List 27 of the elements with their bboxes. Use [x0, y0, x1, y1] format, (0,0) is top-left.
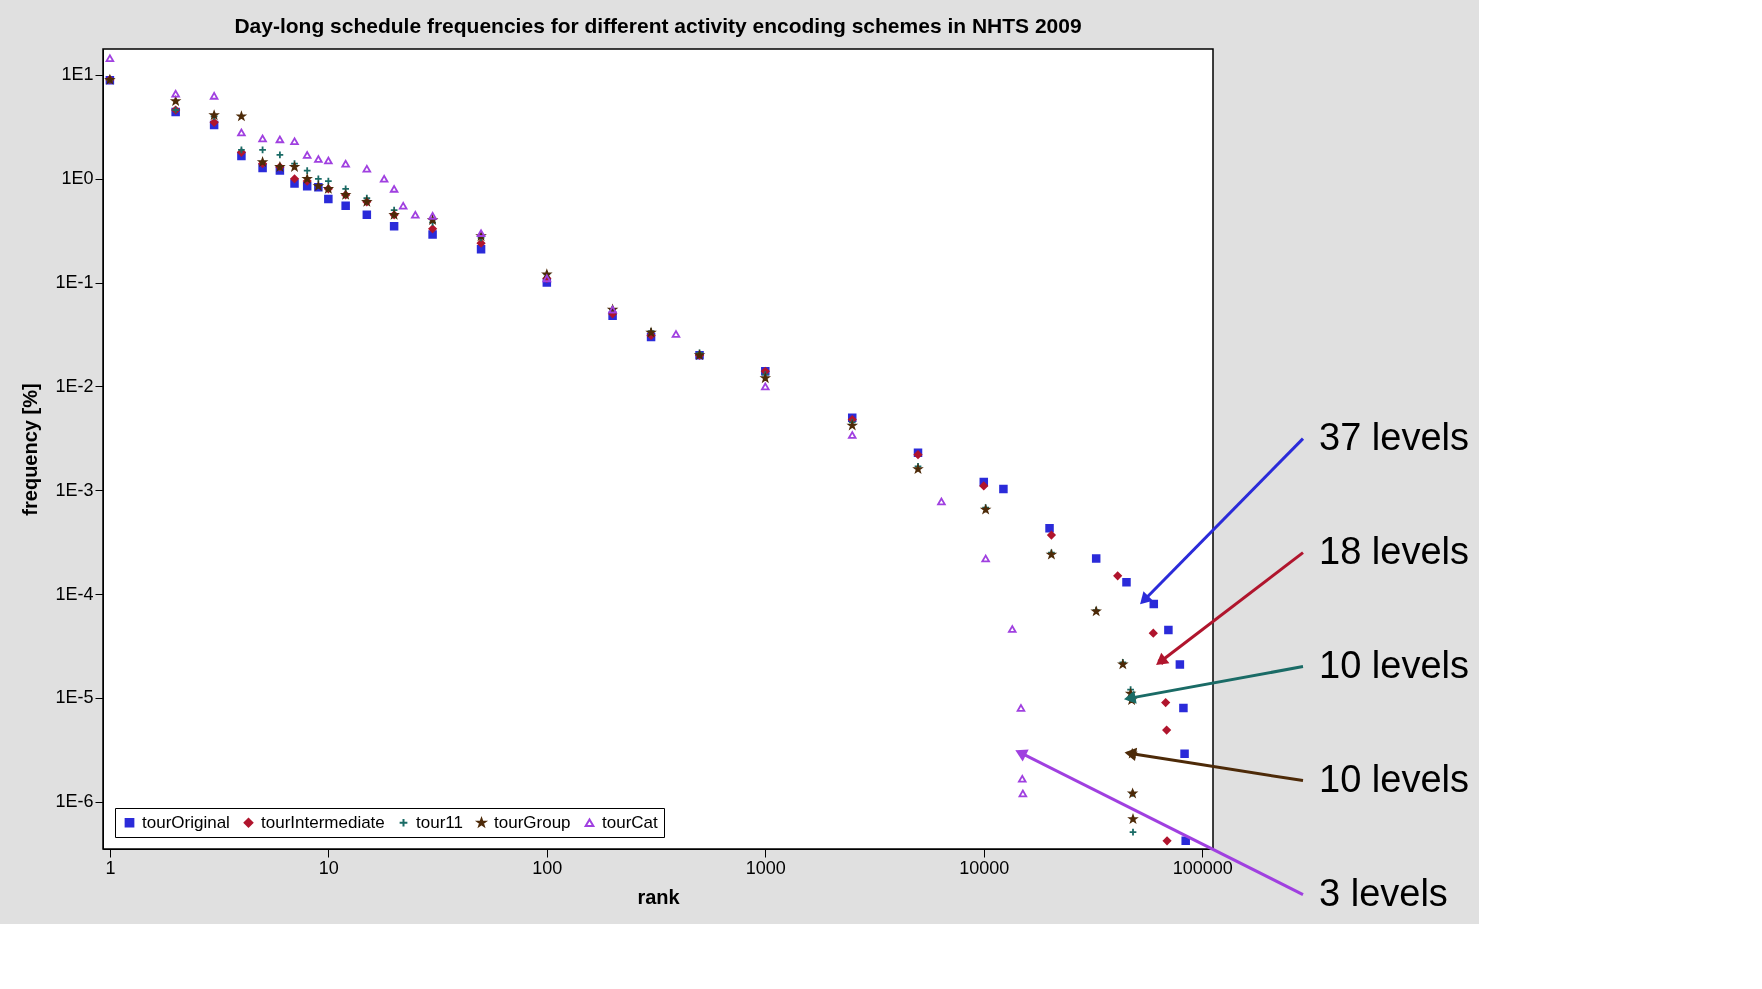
annotation: 10 levels — [1319, 643, 1469, 686]
y-tick-label: 1E-5 — [55, 687, 94, 708]
y-tick-label: 1E-4 — [55, 583, 94, 604]
y-tick-label: 1E-3 — [55, 479, 94, 500]
annotation: 18 levels — [1319, 529, 1469, 572]
annotation: 3 levels — [1319, 871, 1448, 914]
annotation: 37 levels — [1319, 415, 1469, 458]
legend-label: tour11 — [416, 812, 463, 832]
y-tick-label: 1E1 — [61, 64, 94, 85]
y-tick-label: 1E-6 — [55, 791, 94, 812]
x-tick-label: 10 — [318, 857, 339, 878]
x-tick-label: 1000 — [745, 857, 786, 878]
legend-label: tourCat — [602, 812, 659, 832]
legend-label: tourGroup — [494, 812, 571, 832]
x-axis-title: rank — [637, 885, 681, 908]
y-tick-label: 1E0 — [61, 168, 94, 189]
y-tick-label: 1E-1 — [55, 272, 94, 293]
y-tick-label: 1E-2 — [55, 375, 94, 396]
chart-title: Day-long schedule frequencies for different activity encoding schemes in NHTS 2009 — [234, 14, 1082, 37]
legend-label: tourIntermediate — [261, 812, 385, 832]
legend-label: tourOriginal — [142, 812, 230, 832]
x-tick-label: 100 — [532, 857, 563, 878]
y-axis-title: frequency [%] — [19, 383, 42, 516]
x-tick-label: 10000 — [959, 857, 1010, 878]
annotation: 10 levels — [1319, 757, 1469, 800]
x-tick-label: 100000 — [1172, 857, 1233, 878]
x-tick-label: 1 — [105, 857, 116, 878]
